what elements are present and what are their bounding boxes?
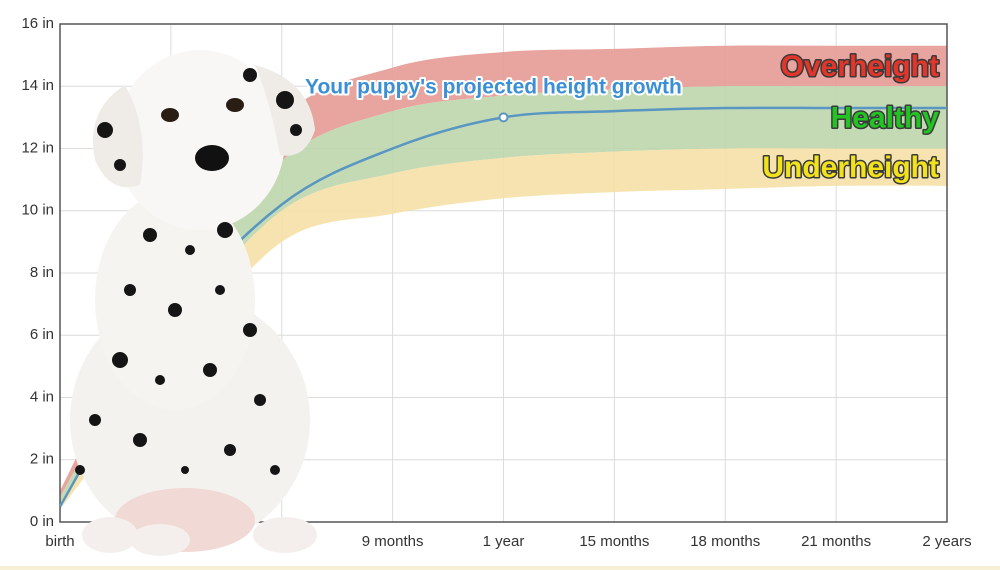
band-label: Overheight — [781, 50, 939, 83]
y-tick-label: 6 in — [30, 326, 54, 343]
bottom-strip — [0, 566, 1000, 570]
plot-frame — [59, 23, 948, 523]
x-tick-label: 15 months — [579, 533, 649, 550]
band-label: Healthy — [831, 101, 940, 134]
band-area — [60, 148, 947, 510]
annotation: Your puppy's projected height growth — [305, 76, 682, 99]
y-tick-label: 2 in — [30, 451, 54, 468]
y-tick-label: 14 in — [21, 77, 54, 94]
y-tick-label: 10 in — [21, 202, 54, 219]
band-label: Underheight — [762, 151, 939, 184]
y-tick-label: 12 in — [21, 139, 54, 156]
highlight-point — [498, 112, 509, 123]
y-tick-label: 8 in — [30, 264, 54, 281]
y-tick-label: 0 in — [30, 513, 54, 530]
x-tick-label: 18 months — [690, 533, 760, 550]
x-tick-label: 9 months — [362, 533, 424, 550]
x-tick-label: 2 years — [922, 533, 971, 550]
x-tick-label: 1 year — [483, 533, 525, 550]
x-tick-label: birth — [45, 533, 74, 550]
y-tick-label: 4 in — [30, 388, 54, 405]
x-tick-label: 21 months — [801, 533, 871, 550]
y-tick-label: 16 in — [21, 15, 54, 32]
